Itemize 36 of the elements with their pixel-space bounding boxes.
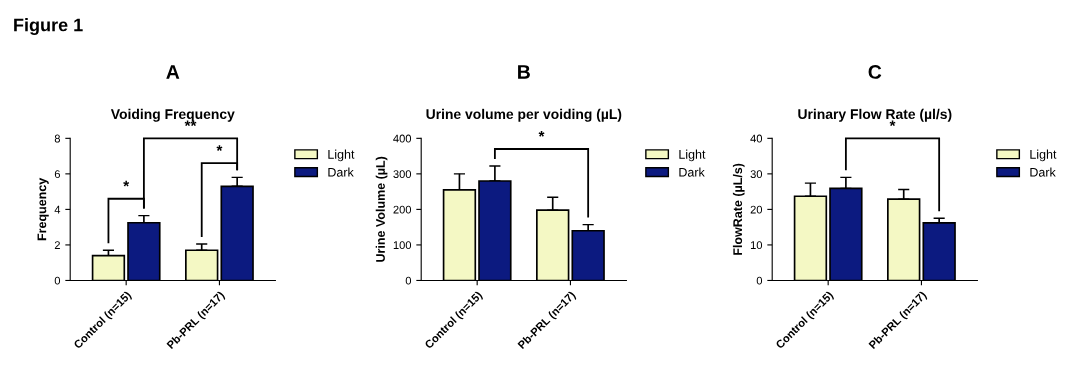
chart-title: B: [518, 65, 530, 79]
y-axis-title: FlowRate (µL/s): [732, 163, 745, 255]
chart-title: A: [166, 65, 180, 79]
y-tick-label: 20: [750, 205, 763, 214]
legend-label: Dark: [679, 167, 705, 177]
y-tick-label: 300: [393, 170, 412, 178]
chart-title: C: [868, 65, 882, 79]
y-tick-label: 4: [54, 205, 61, 214]
text: *: [538, 131, 545, 137]
y-tick-label: 10: [750, 241, 763, 250]
y-tick-label: 0: [405, 276, 412, 285]
y-tick-label: 0: [54, 276, 61, 285]
y-tick-label: 400: [393, 134, 412, 143]
y-tick-label: 100: [393, 241, 412, 250]
caption: Figure 1: [14, 18, 83, 35]
y-tick-label: 200: [393, 205, 412, 214]
chart-subtitle: Urine volume per voiding (µL): [426, 108, 622, 122]
annotation: *: [216, 145, 223, 151]
y-tick-label: 0: [756, 276, 763, 285]
y-axis-title: Frequency: [37, 177, 49, 241]
legend-label: Light: [328, 149, 355, 162]
text: **: [184, 120, 197, 127]
chart-subtitle: Urinary Flow Rate (µl/s): [798, 108, 952, 122]
y-tick-label: 6: [54, 170, 60, 178]
y-tick-label: 8: [54, 134, 60, 143]
y-tick-label: 30: [750, 170, 763, 178]
chart-subtitle: Voiding Frequency: [110, 108, 235, 122]
y-tick-label: 2: [54, 241, 60, 249]
legend-label: Dark: [328, 167, 354, 177]
y-tick-label: 40: [750, 134, 763, 143]
legend-label: Light: [1030, 149, 1057, 162]
text: *: [889, 120, 896, 127]
y-axis-title: Urine Volume (µL): [375, 156, 388, 262]
legend-label: Dark: [1030, 167, 1056, 177]
annotation: *: [123, 180, 130, 187]
legend-label: Light: [679, 149, 706, 162]
